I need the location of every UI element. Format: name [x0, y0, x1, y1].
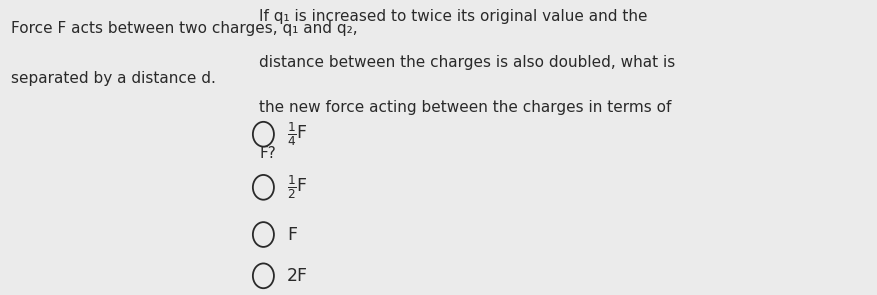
Text: Force F acts between two charges, q₁ and q₂,: Force F acts between two charges, q₁ and… [11, 21, 357, 36]
Text: the new force acting between the charges in terms of: the new force acting between the charges… [259, 100, 671, 115]
Text: $\frac{1}{2}$F: $\frac{1}{2}$F [287, 173, 308, 201]
Text: $\frac{1}{4}$F: $\frac{1}{4}$F [287, 120, 308, 148]
Text: If q₁ is increased to twice its original value and the: If q₁ is increased to twice its original… [259, 9, 646, 24]
Text: separated by a distance d.: separated by a distance d. [11, 71, 215, 86]
Text: F?: F? [259, 146, 275, 161]
Text: 2F: 2F [287, 267, 308, 285]
Text: distance between the charges is also doubled, what is: distance between the charges is also dou… [259, 55, 674, 70]
Text: F: F [287, 225, 296, 244]
